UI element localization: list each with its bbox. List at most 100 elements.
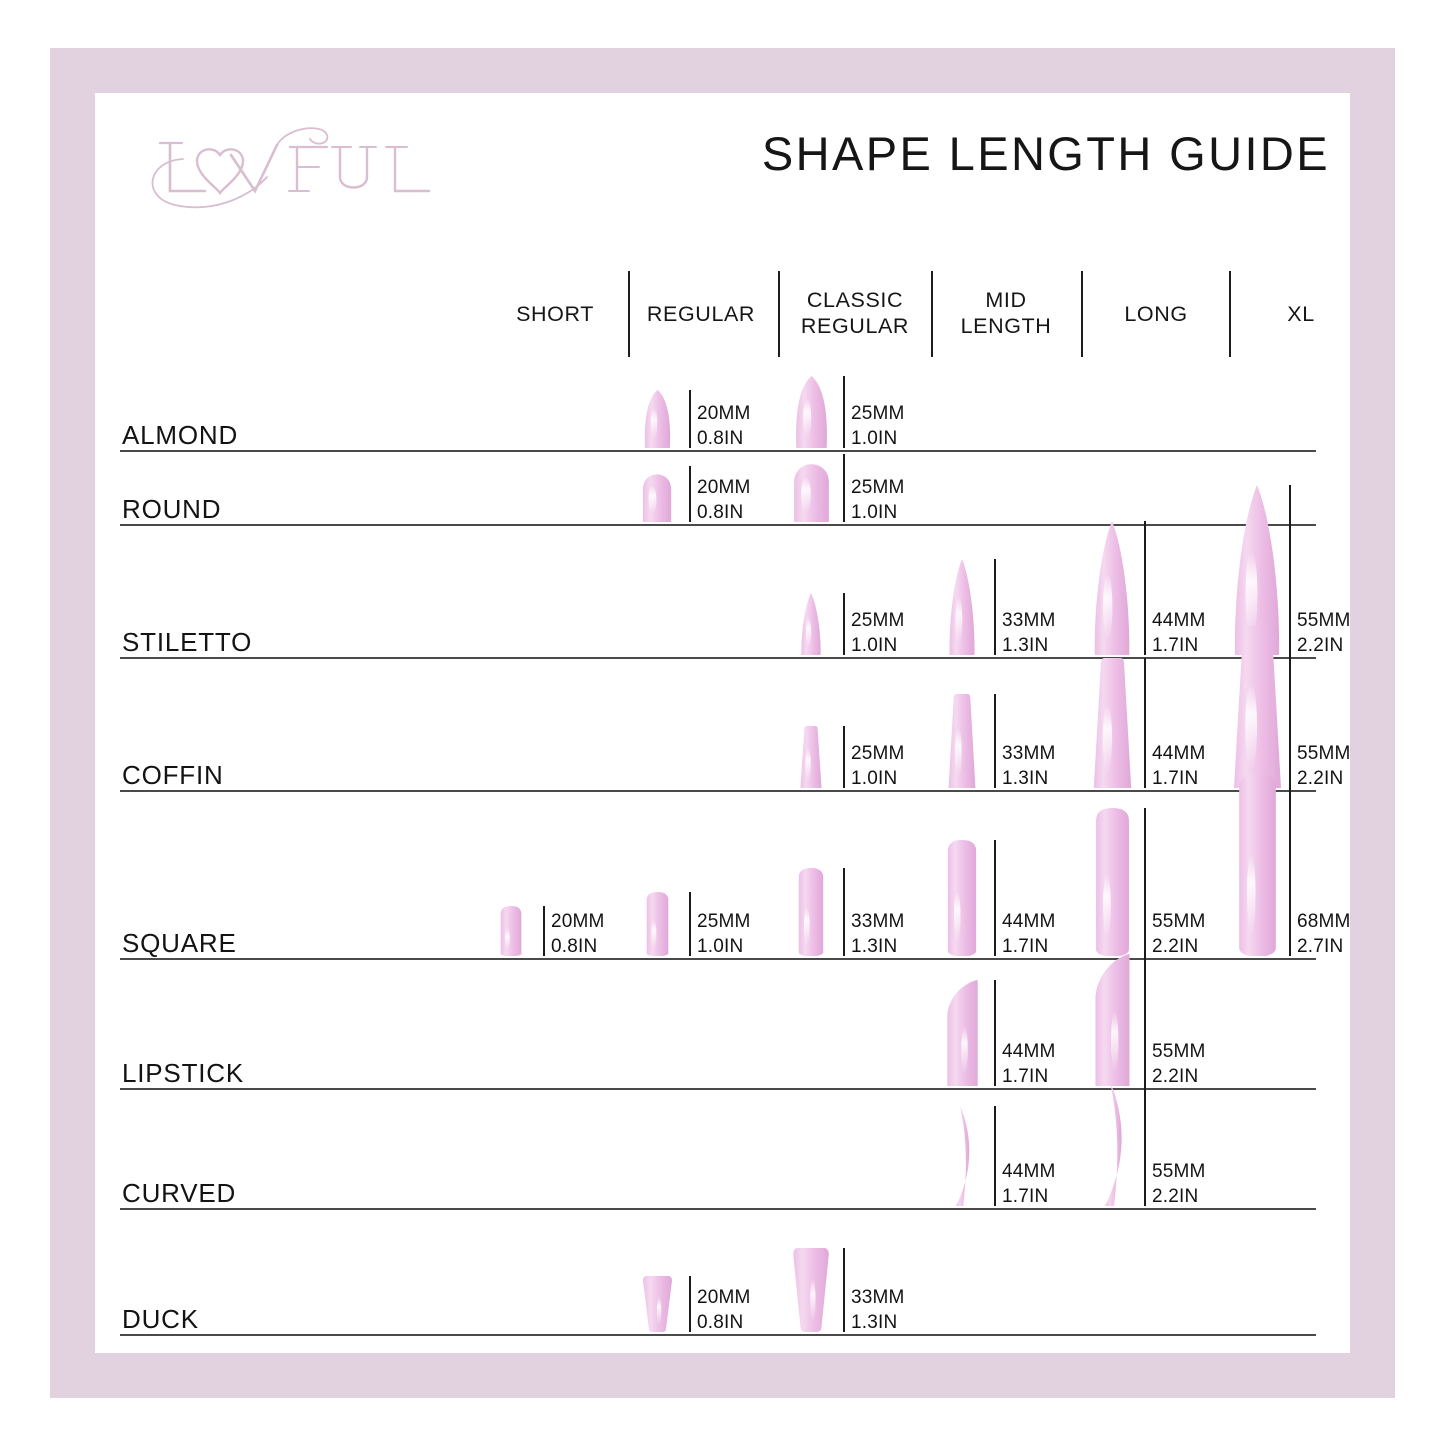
measure-tick	[843, 1248, 845, 1332]
measure-mm-square-regular: 25MM	[697, 911, 751, 932]
measure-inch-round-regular: 0.8IN	[697, 502, 744, 523]
measure-inch-curved-long: 2.2IN	[1152, 1186, 1199, 1207]
measure-mm-curved-mid_length: 44MM	[1002, 1161, 1056, 1182]
measure-mm-round-regular: 20MM	[697, 477, 751, 498]
column-divider	[628, 271, 630, 357]
measure-mm-coffin-long: 44MM	[1152, 743, 1206, 764]
measure-mm-stiletto-classic_regular: 25MM	[851, 610, 905, 631]
column-header-line: REGULAR	[800, 314, 910, 339]
measure-mm-lipstick-mid_length: 44MM	[1002, 1041, 1056, 1062]
lovful-logo: LOVFUL	[127, 121, 457, 213]
measure-inch-square-long: 2.2IN	[1152, 936, 1199, 957]
measure-inch-duck-classic_regular: 1.3IN	[851, 1312, 898, 1333]
measure-inch-square-short: 0.8IN	[551, 936, 598, 957]
page-title: SHAPE LENGTH GUIDE	[761, 127, 1330, 180]
measure-tick	[1289, 485, 1291, 655]
measure-tick	[994, 840, 996, 956]
measure-tick	[843, 726, 845, 788]
measure-mm-curved-long: 55MM	[1152, 1161, 1206, 1182]
measure-mm-almond-regular: 20MM	[697, 403, 751, 424]
measure-inch-lipstick-long: 2.2IN	[1152, 1066, 1199, 1087]
measure-mm-square-short: 20MM	[551, 911, 605, 932]
measure-inch-square-xl: 2.7IN	[1297, 936, 1344, 957]
row-label-lipstick: LIPSTICK	[122, 1058, 244, 1088]
measure-mm-coffin-classic_regular: 25MM	[851, 743, 905, 764]
row-label-curved: CURVED	[122, 1178, 237, 1208]
measure-tick	[689, 1276, 691, 1332]
measure-inch-stiletto-classic_regular: 1.0IN	[851, 635, 898, 656]
measure-mm-stiletto-xl: 55MM	[1297, 610, 1351, 631]
row-label-duck: DUCK	[122, 1304, 199, 1334]
measure-tick	[843, 376, 845, 448]
column-header-line: LONG	[1124, 302, 1188, 326]
row-divider	[120, 790, 1316, 792]
measure-tick	[843, 868, 845, 956]
measure-tick	[543, 906, 545, 956]
measure-inch-round-classic_regular: 1.0IN	[851, 502, 898, 523]
column-header-line: REGULAR	[646, 302, 756, 326]
measure-inch-coffin-mid_length: 1.3IN	[1002, 768, 1049, 789]
measure-tick	[689, 466, 691, 522]
measure-tick	[1144, 521, 1146, 655]
measure-inch-lipstick-mid_length: 1.7IN	[1002, 1066, 1049, 1087]
column-header-line: XL	[1287, 302, 1315, 326]
column-divider	[778, 271, 780, 357]
measure-mm-square-xl: 68MM	[1297, 911, 1351, 932]
guide-card: LOVFUL SHAPE LENGTH GUIDE SHORTREGULARCL…	[95, 93, 1350, 1353]
column-divider	[1081, 271, 1083, 357]
column-header-mid_length: MID LENGTH	[926, 271, 1086, 357]
measure-mm-square-long: 55MM	[1152, 911, 1206, 932]
measure-mm-almond-classic_regular: 25MM	[851, 403, 905, 424]
measure-mm-stiletto-long: 44MM	[1152, 610, 1206, 631]
measure-inch-duck-regular: 0.8IN	[697, 1312, 744, 1333]
measure-mm-duck-regular: 20MM	[697, 1287, 751, 1308]
measure-tick	[689, 390, 691, 448]
column-divider	[1229, 271, 1231, 357]
column-header-line: CLASSIC	[806, 288, 904, 312]
row-divider	[120, 657, 1316, 659]
row-divider	[120, 958, 1316, 960]
row-label-round: ROUND	[122, 494, 222, 524]
measure-tick	[1144, 658, 1146, 788]
measure-tick	[843, 593, 845, 655]
measure-inch-stiletto-long: 1.7IN	[1152, 635, 1199, 656]
row-divider	[120, 450, 1316, 452]
measure-mm-coffin-mid_length: 33MM	[1002, 743, 1056, 764]
measure-tick	[994, 1106, 996, 1206]
measure-tick	[1289, 774, 1291, 956]
column-header-short: SHORT	[475, 271, 635, 357]
measure-mm-round-classic_regular: 25MM	[851, 477, 905, 498]
column-header-classic_regular: CLASSIC REGULAR	[775, 271, 935, 357]
measure-inch-stiletto-xl: 2.2IN	[1297, 635, 1344, 656]
row-label-stiletto: STILETTO	[122, 627, 253, 657]
measure-tick	[994, 694, 996, 788]
row-label-coffin: COFFIN	[122, 760, 224, 790]
column-header-line: SHORT	[516, 302, 594, 326]
measure-inch-curved-mid_length: 1.7IN	[1002, 1186, 1049, 1207]
measure-tick	[1289, 626, 1291, 788]
measure-inch-coffin-xl: 2.2IN	[1297, 768, 1344, 789]
measure-inch-coffin-long: 1.7IN	[1152, 768, 1199, 789]
measure-inch-square-mid_length: 1.7IN	[1002, 936, 1049, 957]
measure-mm-square-mid_length: 44MM	[1002, 911, 1056, 932]
column-header-regular: REGULAR	[621, 271, 781, 357]
column-header-line: LENGTH	[960, 314, 1052, 339]
measure-tick	[994, 980, 996, 1086]
measure-mm-stiletto-mid_length: 33MM	[1002, 610, 1056, 631]
row-divider	[120, 524, 1316, 526]
column-header-long: LONG	[1076, 271, 1236, 357]
measure-tick	[1144, 808, 1146, 956]
measure-inch-almond-regular: 0.8IN	[697, 428, 744, 449]
column-header-line: MID	[985, 288, 1027, 312]
measure-inch-coffin-classic_regular: 1.0IN	[851, 768, 898, 789]
measure-inch-almond-classic_regular: 1.0IN	[851, 428, 898, 449]
row-divider	[120, 1334, 1316, 1336]
measure-inch-square-regular: 1.0IN	[697, 936, 744, 957]
row-divider	[120, 1088, 1316, 1090]
column-header-xl: XL	[1221, 271, 1381, 357]
row-divider	[120, 1208, 1316, 1210]
measure-tick	[689, 892, 691, 956]
measure-tick	[843, 454, 845, 522]
measure-inch-square-classic_regular: 1.3IN	[851, 936, 898, 957]
measure-inch-stiletto-mid_length: 1.3IN	[1002, 635, 1049, 656]
